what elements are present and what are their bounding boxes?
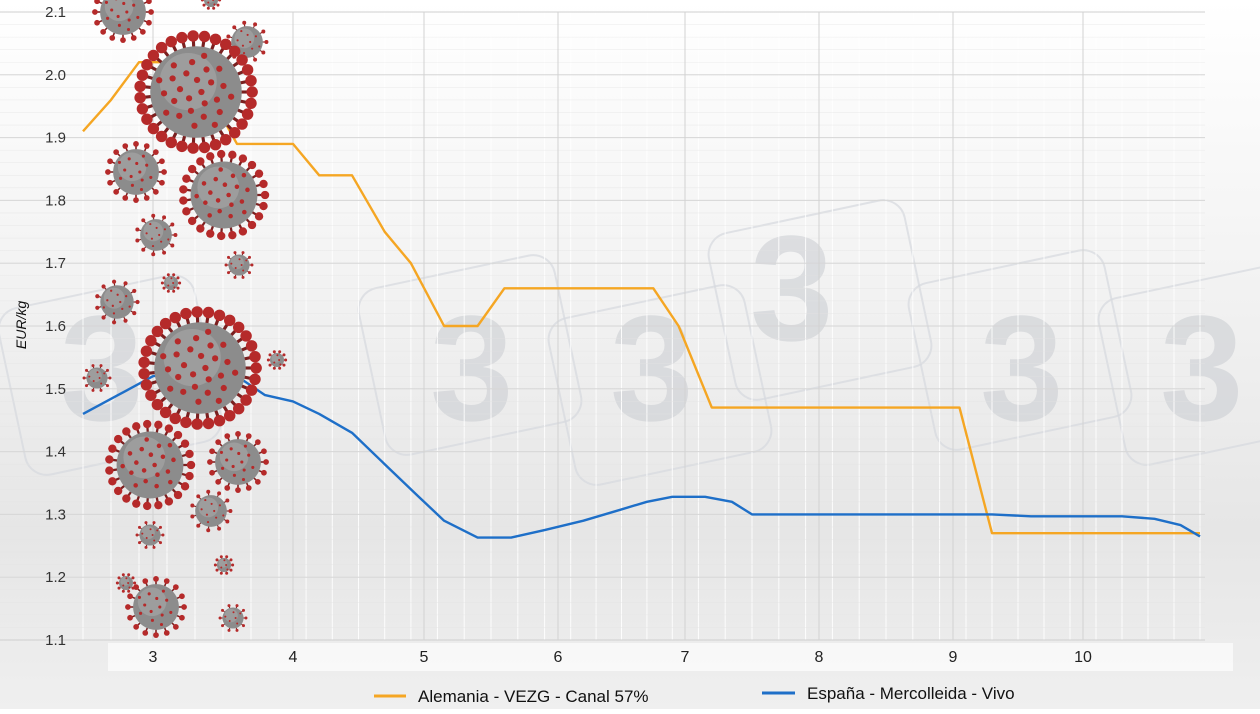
y-tick-label: 1.8 — [45, 192, 66, 209]
y-tick-label: 1.3 — [45, 506, 66, 523]
coronavirus-icon — [201, 0, 221, 10]
coronavirus-icon — [207, 431, 269, 493]
legend-label-alemania: Alemania - VEZG - Canal 57% — [418, 687, 649, 706]
coronavirus-icon — [225, 251, 254, 279]
x-axis-band — [108, 643, 1233, 671]
y-tick-label: 1.7 — [45, 255, 66, 272]
x-tick-label: 3 — [149, 649, 158, 666]
y-axis-label: EUR/kg — [13, 301, 29, 349]
x-tick-label: 6 — [554, 649, 563, 666]
coronavirus-icon — [179, 150, 269, 240]
watermark-digit: 3 — [610, 284, 693, 452]
coronavirus-icon — [136, 521, 165, 549]
coronavirus-icon — [135, 214, 177, 256]
y-tick-label: 1.6 — [45, 318, 66, 335]
y-tick-label: 1.4 — [45, 444, 66, 461]
coronavirus-icon — [125, 576, 187, 638]
x-tick-label: 9 — [949, 649, 958, 666]
x-tick-label: 8 — [815, 649, 824, 666]
coronavirus-icon — [267, 350, 287, 369]
watermark-digit: 3 — [1160, 284, 1243, 452]
coronavirus-icon — [138, 306, 261, 430]
legend-item-espana: España - Mercolleida - Vivo — [762, 684, 1015, 703]
x-tick-label: 10 — [1074, 649, 1092, 666]
coronavirus-icon — [226, 21, 268, 63]
y-tick-label: 2.0 — [45, 67, 66, 84]
legend-item-alemania: Alemania - VEZG - Canal 57% — [374, 687, 649, 706]
legend-label-espana: España - Mercolleida - Vivo — [807, 684, 1015, 703]
coronavirus-icon — [92, 0, 154, 43]
x-tick-label: 5 — [420, 649, 429, 666]
y-tick-label: 1.2 — [45, 569, 66, 586]
watermark-digit: 3 — [980, 284, 1063, 452]
y-tick-label: 1.1 — [45, 632, 66, 649]
y-tick-label: 1.5 — [45, 381, 66, 398]
x-tick-label: 7 — [681, 649, 690, 666]
coronavirus-icon — [190, 490, 232, 532]
coronavirus-icon — [105, 141, 167, 203]
watermark-digit: 3 — [430, 284, 513, 452]
coronavirus-icon — [214, 555, 234, 574]
legend: Alemania - VEZG - Canal 57% España - Mer… — [374, 684, 1015, 706]
y-tick-label: 1.9 — [45, 130, 66, 147]
x-tick-label: 4 — [289, 649, 298, 666]
y-tick-label: 2.1 — [45, 4, 66, 21]
watermark-digit: 3 — [750, 204, 833, 372]
